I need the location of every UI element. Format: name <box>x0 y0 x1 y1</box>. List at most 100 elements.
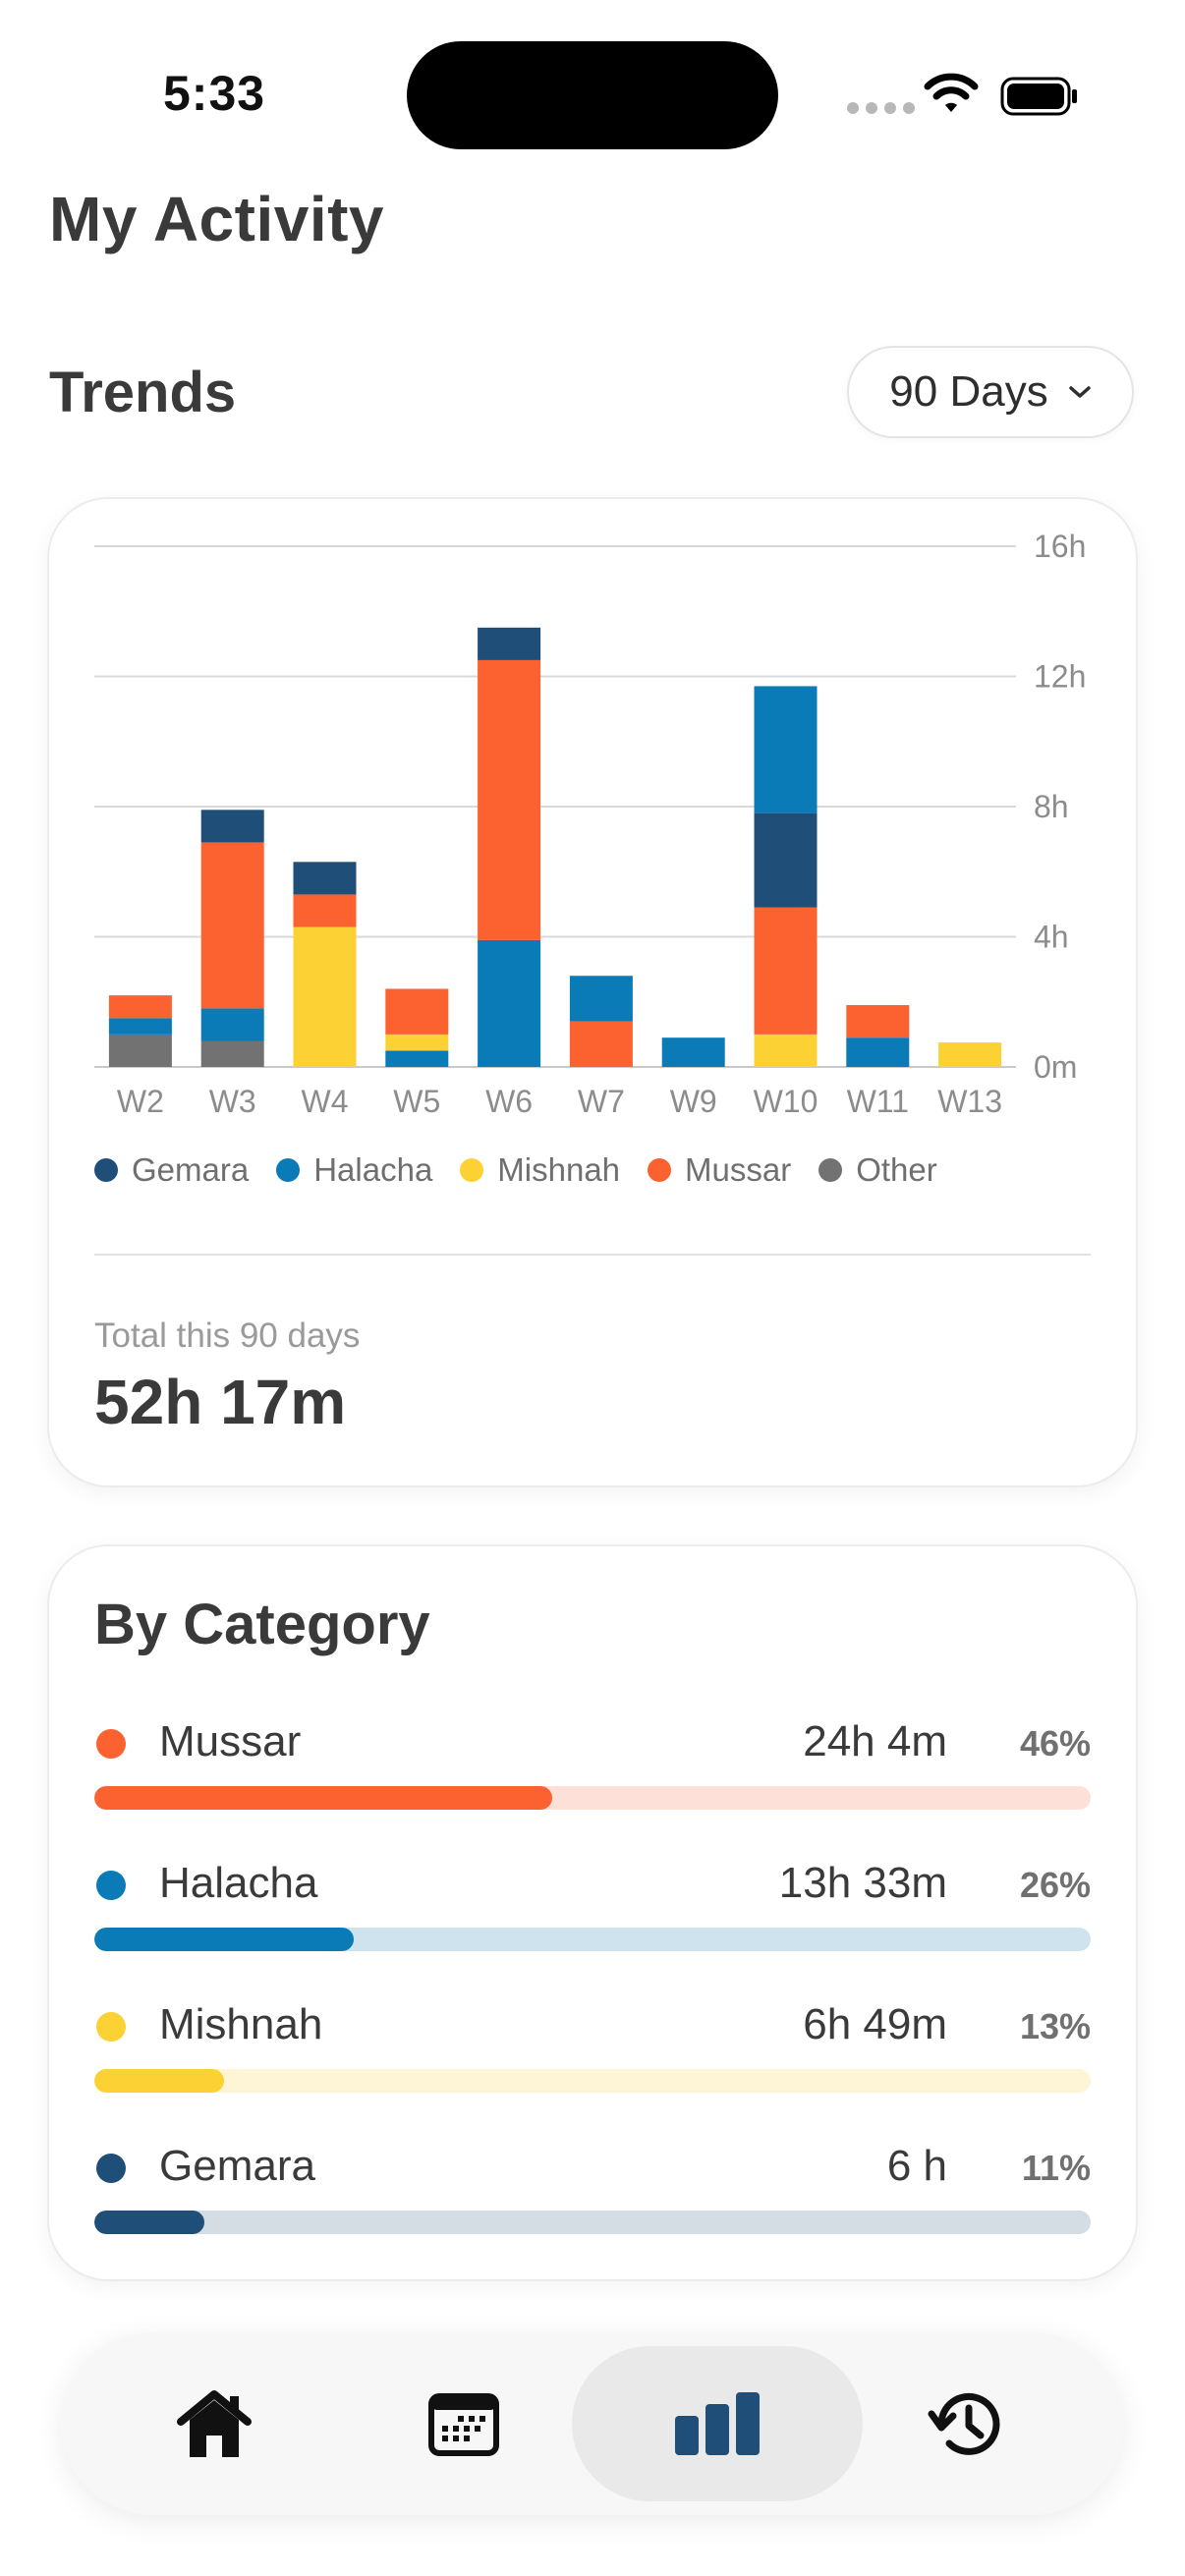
bar-segment-mussar <box>385 988 449 1035</box>
legend-dot <box>94 1158 118 1182</box>
category-row-gemara: Gemara 6 h 11% <box>94 2134 1091 2252</box>
legend-item: Mussar <box>648 1151 791 1189</box>
legend-item: Halacha <box>276 1151 432 1189</box>
category-progress-fill <box>94 2211 204 2234</box>
legend-label: Mishnah <box>497 1151 621 1188</box>
category-progress-track <box>94 1786 1091 1810</box>
category-card <box>47 1544 1138 2281</box>
category-percent: 11% <box>1021 2148 1091 2188</box>
legend-label: Halacha <box>313 1151 433 1188</box>
bar-segment-mussar <box>293 894 357 927</box>
legend-item: Mishnah <box>460 1151 620 1189</box>
bar-segment-mishnah <box>385 1034 449 1051</box>
bar-segment-halacha <box>385 1050 449 1067</box>
y-tick-label: 16h <box>1034 529 1086 564</box>
x-tick-label: W10 <box>754 1084 818 1119</box>
bar-segment-other <box>200 1040 264 1067</box>
legend-label: Gemara <box>132 1151 250 1188</box>
category-percent: 26% <box>1019 1865 1091 1905</box>
bar-segment-mishnah <box>293 926 357 1067</box>
trends-title: Trends <box>49 361 237 424</box>
category-progress-fill <box>94 1928 354 1951</box>
category-time: 6 h <box>886 2142 947 2190</box>
nav-home[interactable] <box>116 2332 312 2515</box>
x-tick-label: W5 <box>393 1084 440 1119</box>
card-divider <box>94 1254 1091 1256</box>
bar-segment-halacha <box>569 976 633 1022</box>
category-title: By Category <box>94 1593 430 1656</box>
x-tick-label: W4 <box>302 1084 349 1119</box>
nav-calendar[interactable] <box>366 2332 562 2515</box>
category-name: Halacha <box>159 1859 318 1907</box>
status-time: 5:33 <box>163 66 266 121</box>
nav-activity[interactable] <box>619 2332 816 2515</box>
category-row-mussar: Mussar 24h 4m 46% <box>94 1709 1091 1827</box>
x-tick-label: W7 <box>578 1084 625 1119</box>
x-tick-label: W11 <box>847 1084 909 1119</box>
category-time: 13h 33m <box>778 1859 947 1907</box>
y-tick-label: 0m <box>1034 1049 1077 1085</box>
x-tick-label: W9 <box>670 1084 717 1119</box>
category-percent: 13% <box>1019 2006 1091 2046</box>
legend-label: Other <box>856 1151 937 1188</box>
bar-segment-other <box>108 1034 172 1067</box>
battery-icon <box>1000 77 1077 116</box>
category-dot <box>96 1871 126 1900</box>
bar-segment-halacha <box>200 1008 264 1041</box>
category-row-halacha: Halacha 13h 33m 26% <box>94 1851 1091 1969</box>
bar-segment-mussar <box>200 842 264 1009</box>
category-progress-track <box>94 2069 1091 2093</box>
category-name: Mussar <box>159 1717 302 1765</box>
y-tick-label: 4h <box>1034 920 1069 955</box>
y-tick-label: 8h <box>1034 789 1069 824</box>
page-title: My Activity <box>49 184 384 254</box>
bar-segment-mishnah <box>938 1042 1002 1067</box>
bar-segment-mussar <box>569 1021 633 1067</box>
bar-segment-gemara <box>293 862 357 895</box>
chevron-down-icon <box>1068 386 1091 398</box>
total-value: 52h 17m <box>94 1367 347 1437</box>
history-icon <box>928 2392 1000 2455</box>
y-tick-label: 12h <box>1034 659 1086 695</box>
category-progress-track <box>94 1928 1091 1951</box>
legend-item: Gemara <box>94 1151 249 1189</box>
bar-segment-halacha <box>108 1018 172 1035</box>
legend-dot <box>818 1158 843 1182</box>
legend-dot <box>648 1158 672 1182</box>
trends-bar-chart: 0m 4h 8h 12h 16h W2 W3 W4 W5 W6 W7 W9 W10 W11 W13 <box>94 529 1086 1119</box>
legend-dot <box>460 1158 484 1182</box>
bar-segment-halacha <box>846 1037 910 1067</box>
bar-segment-mussar <box>478 659 541 940</box>
bar-segment-mussar <box>754 907 818 1035</box>
bar-segment-gemara <box>200 810 264 843</box>
category-name: Gemara <box>159 2142 315 2190</box>
bar-segment-halacha <box>754 686 818 813</box>
x-tick-label: W3 <box>209 1084 256 1119</box>
legend-label: Mussar <box>685 1151 792 1188</box>
category-row-mishnah: Mishnah 6h 49m 13% <box>94 1992 1091 2110</box>
bar-segment-gemara <box>754 812 818 908</box>
range-dropdown[interactable]: 90 Days <box>847 346 1134 438</box>
wifi-icon <box>924 73 979 112</box>
category-progress-fill <box>94 2069 224 2093</box>
chart-legend: Gemara Halacha Mishnah Mussar Other <box>94 1151 937 1189</box>
nav-history[interactable] <box>869 2332 1065 2515</box>
x-tick-label: W13 <box>937 1084 1002 1119</box>
bar-segment-halacha <box>478 939 541 1067</box>
bar-segment-mishnah <box>754 1034 818 1067</box>
category-dot <box>96 2012 126 2042</box>
dynamic-island <box>407 41 778 149</box>
category-percent: 46% <box>1019 1723 1091 1764</box>
range-label: 90 Days <box>889 367 1048 416</box>
category-dot <box>96 1729 126 1759</box>
category-time: 24h 4m <box>803 1717 947 1765</box>
cellular-signal-icon <box>847 102 915 114</box>
calendar-icon <box>428 2393 499 2456</box>
x-tick-label: W6 <box>485 1084 533 1119</box>
category-time: 6h 49m <box>803 2000 947 2048</box>
category-dot <box>96 2154 126 2183</box>
category-progress-fill <box>94 1786 553 1810</box>
bar-segment-gemara <box>478 627 541 660</box>
home-icon <box>177 2390 252 2457</box>
category-name: Mishnah <box>159 2000 323 2048</box>
